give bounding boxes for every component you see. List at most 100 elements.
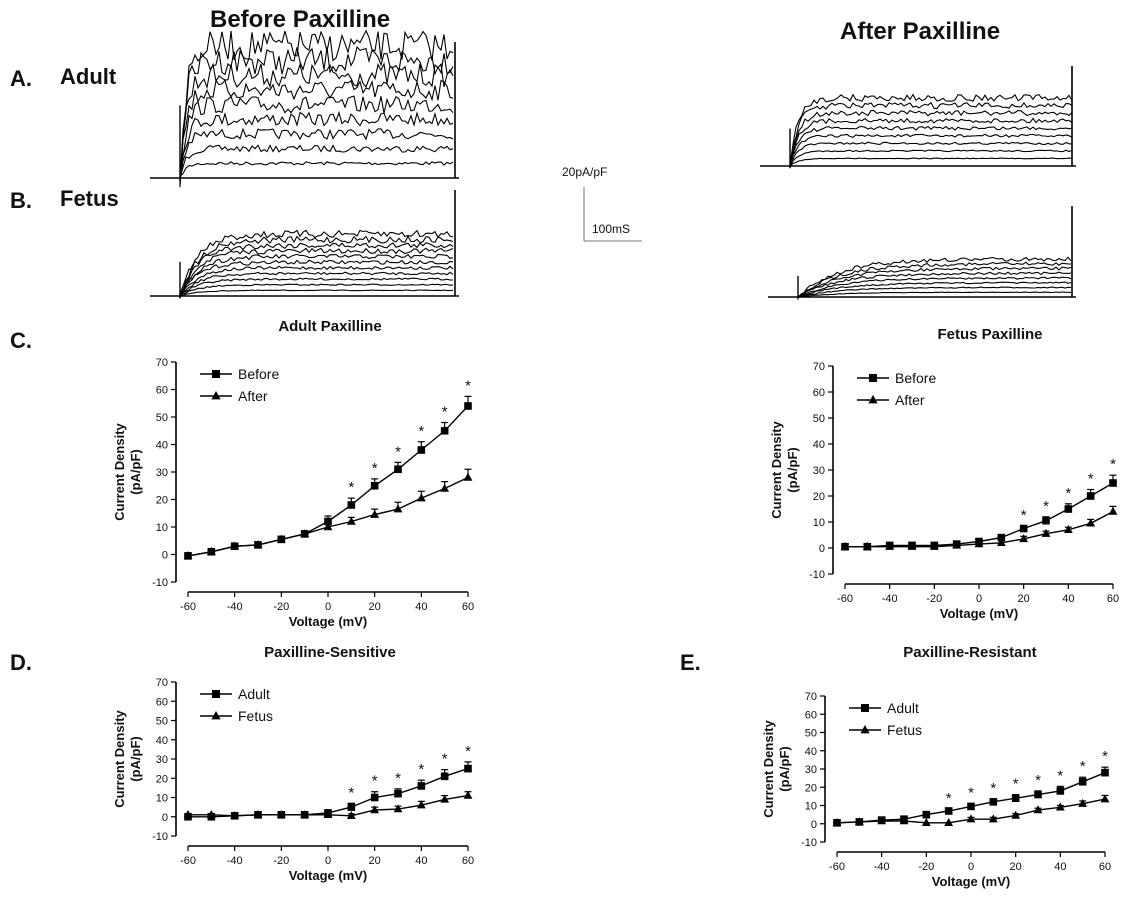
x-tick-label: -60 [180, 855, 196, 867]
y-tick-label: 10 [156, 793, 168, 805]
significance-asterisk: * [348, 784, 354, 801]
traces-fetus-after [768, 206, 1076, 301]
marker-triangle [1033, 805, 1043, 814]
x-tick-label: 0 [325, 601, 331, 613]
chart-c-left-title: Adult Paxilline [278, 318, 382, 335]
series-line-before [845, 482, 1114, 548]
marker-triangle [276, 810, 286, 819]
y-tick-label: 0 [819, 543, 825, 555]
marker-triangle [230, 810, 240, 819]
legend-marker-triangle [211, 711, 221, 720]
significance-asterisk: * [348, 479, 354, 496]
current-trace [179, 95, 454, 182]
x-tick-label: 60 [1099, 861, 1111, 873]
legend-label: After [238, 388, 268, 404]
significance-asterisk: * [1043, 498, 1049, 515]
panel-label-a: A. [10, 66, 32, 91]
current-trace [179, 79, 454, 182]
marker-triangle [1078, 798, 1088, 807]
marker-triangle [996, 538, 1006, 546]
legend-label: Fetus [238, 708, 273, 724]
marker-triangle [885, 541, 895, 550]
marker-square [922, 810, 931, 819]
marker-triangle [899, 816, 909, 825]
y-tick-label: 50 [813, 413, 825, 425]
y-tick-label: 70 [805, 691, 817, 703]
marker-triangle [346, 516, 356, 525]
marker-triangle [1108, 506, 1118, 515]
y-tick-label: 10 [805, 801, 817, 813]
marker-square [464, 402, 472, 410]
y-tick-label: 0 [162, 812, 168, 824]
traces-fetus-before [150, 190, 459, 299]
marker-triangle [1055, 802, 1065, 811]
panel-label-e: E. [680, 650, 701, 675]
marker-triangle [183, 810, 193, 819]
marker-triangle [393, 504, 403, 513]
y-tick-label: 60 [805, 709, 817, 721]
y-tick-label: 10 [156, 522, 168, 534]
chart-c-right-title: Fetus Paxilline [937, 326, 1043, 343]
header-before: Before Paxilline [210, 6, 391, 33]
current-trace [797, 261, 1072, 297]
legend-label: Adult [887, 700, 919, 716]
significance-asterisk: * [1088, 471, 1094, 488]
current-trace [179, 127, 454, 179]
y-tick-label: -10 [801, 837, 817, 849]
marker-triangle [346, 810, 356, 819]
marker-square [1056, 787, 1065, 795]
marker-triangle [862, 541, 872, 550]
legend-marker-triangle [868, 395, 878, 404]
marker-triangle [463, 790, 473, 799]
scale-bar-lines [583, 187, 642, 242]
marker-triangle [393, 804, 403, 813]
x-tick-label: 0 [976, 593, 982, 605]
y-tick-label: 0 [811, 819, 817, 831]
significance-asterisk: * [418, 761, 424, 778]
current-trace [797, 266, 1072, 299]
marker-square [440, 772, 449, 781]
current-trace [789, 93, 1073, 167]
marker-triangle [230, 541, 240, 550]
y-tick-label: 10 [813, 517, 825, 529]
current-trace [179, 289, 454, 298]
legend-label: Fetus [887, 722, 922, 738]
significance-asterisk: * [465, 377, 471, 394]
current-trace [797, 291, 1072, 298]
chart-adult-paxilline: -10 0 10 20 30 40 50 60 70 -60 -40 -20 0 20 40 60 Voltag… [112, 357, 474, 629]
y-tick-label: 0 [162, 550, 168, 562]
current-trace [179, 144, 454, 178]
marker-triangle [1063, 525, 1073, 533]
marker-triangle [416, 493, 426, 502]
marker-triangle [1041, 528, 1051, 537]
current-traces [150, 29, 1076, 301]
legend-marker-square [212, 690, 220, 698]
marker-triangle [300, 810, 310, 819]
y-tick-label: -10 [809, 569, 825, 581]
panel-label-d: D. [10, 650, 32, 675]
x-tick-label: 40 [1062, 593, 1074, 605]
legend-label: After [895, 392, 925, 408]
current-trace [179, 283, 454, 297]
marker-square [967, 802, 975, 811]
y-axis-label: (pA/pF) [785, 447, 800, 492]
marker-square [1078, 777, 1087, 786]
y-tick-label: 50 [805, 728, 817, 740]
scale-bar-y-label: 20pA/pF [562, 165, 608, 179]
x-tick-label: 20 [1018, 593, 1030, 605]
current-trace [179, 277, 453, 299]
marker-triangle [1086, 518, 1096, 527]
series-line-before [187, 405, 469, 557]
significance-asterisk: * [395, 443, 401, 460]
significance-asterisk: * [418, 423, 424, 440]
x-axis-label: Voltage (mV) [289, 614, 368, 629]
marker-square [417, 782, 426, 790]
significance-asterisk: * [990, 780, 996, 797]
current-trace [789, 149, 1073, 169]
y-axis-label: Current Density [761, 719, 776, 817]
marker-triangle [370, 805, 380, 814]
current-trace [179, 45, 454, 188]
marker-triangle [929, 541, 939, 550]
marker-triangle [276, 534, 286, 543]
significance-asterisk: * [442, 751, 448, 768]
